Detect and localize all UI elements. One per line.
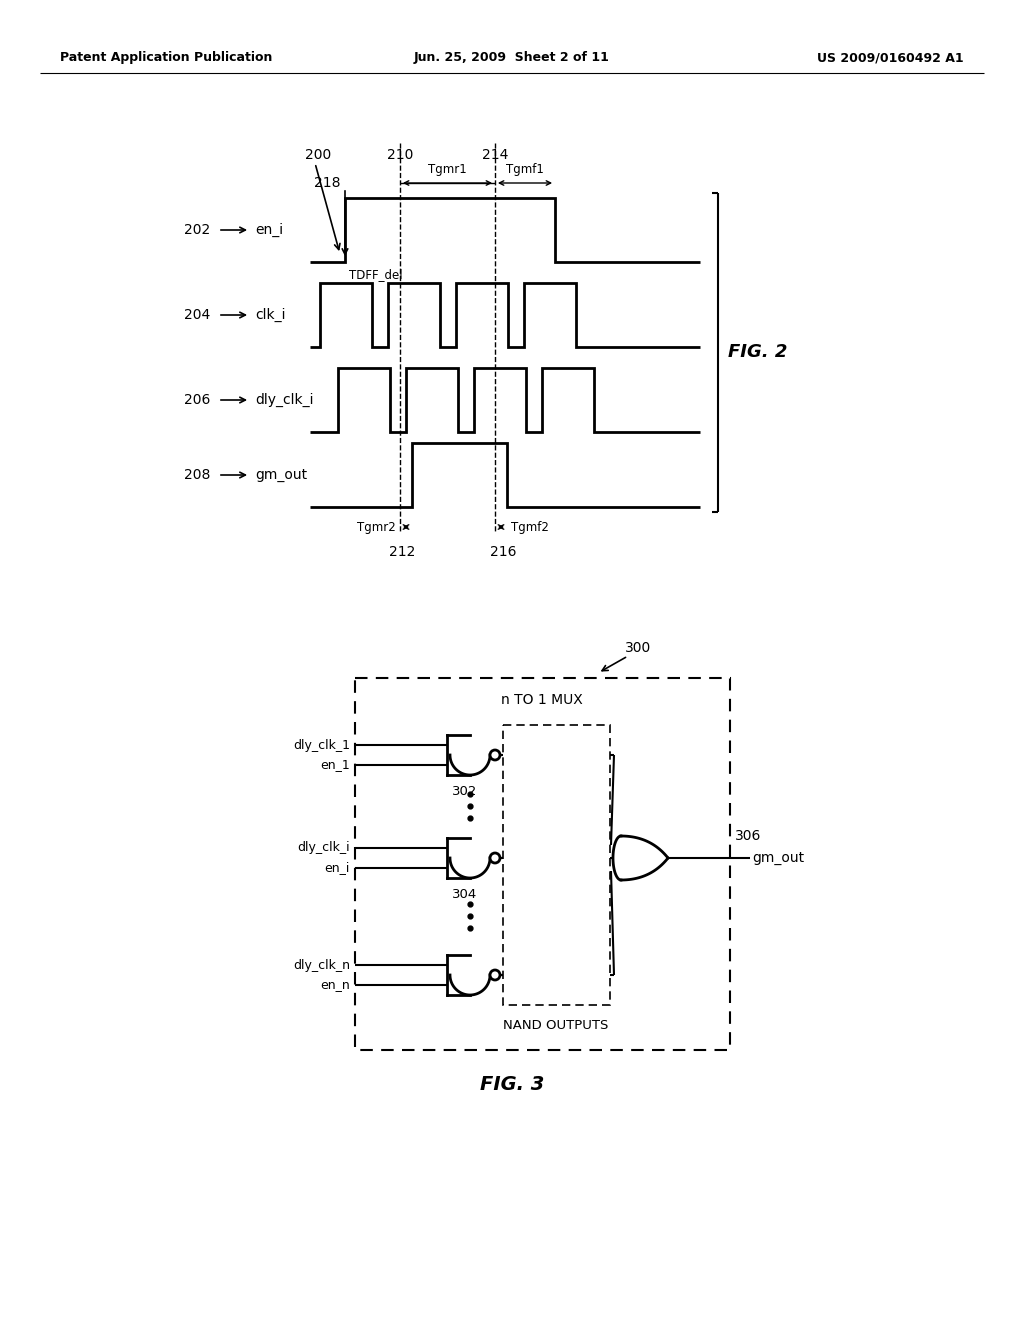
Text: Tgmf1: Tgmf1 <box>506 162 544 176</box>
Circle shape <box>490 970 500 979</box>
Text: 204: 204 <box>183 308 210 322</box>
Text: Jun. 25, 2009  Sheet 2 of 11: Jun. 25, 2009 Sheet 2 of 11 <box>414 51 610 65</box>
Text: US 2009/0160492 A1: US 2009/0160492 A1 <box>817 51 964 65</box>
Text: gm_out: gm_out <box>255 469 307 482</box>
Text: en_i: en_i <box>325 862 350 874</box>
Text: 218: 218 <box>313 176 340 190</box>
Text: Tgmf2: Tgmf2 <box>511 520 549 533</box>
Text: 200: 200 <box>305 148 331 162</box>
Circle shape <box>490 853 500 863</box>
Text: 216: 216 <box>489 545 516 558</box>
Text: dly_clk_1: dly_clk_1 <box>293 738 350 751</box>
Text: 306: 306 <box>735 829 762 843</box>
Text: 300: 300 <box>625 642 651 655</box>
Text: 214: 214 <box>482 148 508 162</box>
Bar <box>503 725 610 1005</box>
Text: Tgmr1: Tgmr1 <box>428 162 466 176</box>
Text: FIG. 3: FIG. 3 <box>480 1074 544 1094</box>
Text: 202: 202 <box>183 223 210 238</box>
Text: en_1: en_1 <box>321 759 350 771</box>
Text: 212: 212 <box>389 545 415 558</box>
Text: clk_i: clk_i <box>255 308 286 322</box>
Text: en_n: en_n <box>321 978 350 991</box>
Circle shape <box>490 750 500 760</box>
Text: gm_out: gm_out <box>752 851 804 865</box>
Text: FIG. 2: FIG. 2 <box>728 343 787 360</box>
Text: 304: 304 <box>452 888 477 902</box>
Bar <box>355 678 730 1049</box>
Text: 302: 302 <box>452 785 477 799</box>
Text: Patent Application Publication: Patent Application Publication <box>60 51 272 65</box>
Text: dly_clk_i: dly_clk_i <box>255 393 313 407</box>
Text: NAND OUTPUTS: NAND OUTPUTS <box>504 1019 608 1032</box>
Text: 208: 208 <box>183 469 210 482</box>
Text: TDFF_del: TDFF_del <box>349 268 402 281</box>
Text: n TO 1 MUX: n TO 1 MUX <box>501 693 583 708</box>
Text: dly_clk_i: dly_clk_i <box>297 842 350 854</box>
Text: en_i: en_i <box>255 223 283 238</box>
Text: 206: 206 <box>183 393 210 407</box>
Text: Tgmr2: Tgmr2 <box>357 520 396 533</box>
Text: dly_clk_n: dly_clk_n <box>293 958 350 972</box>
Text: 210: 210 <box>387 148 414 162</box>
